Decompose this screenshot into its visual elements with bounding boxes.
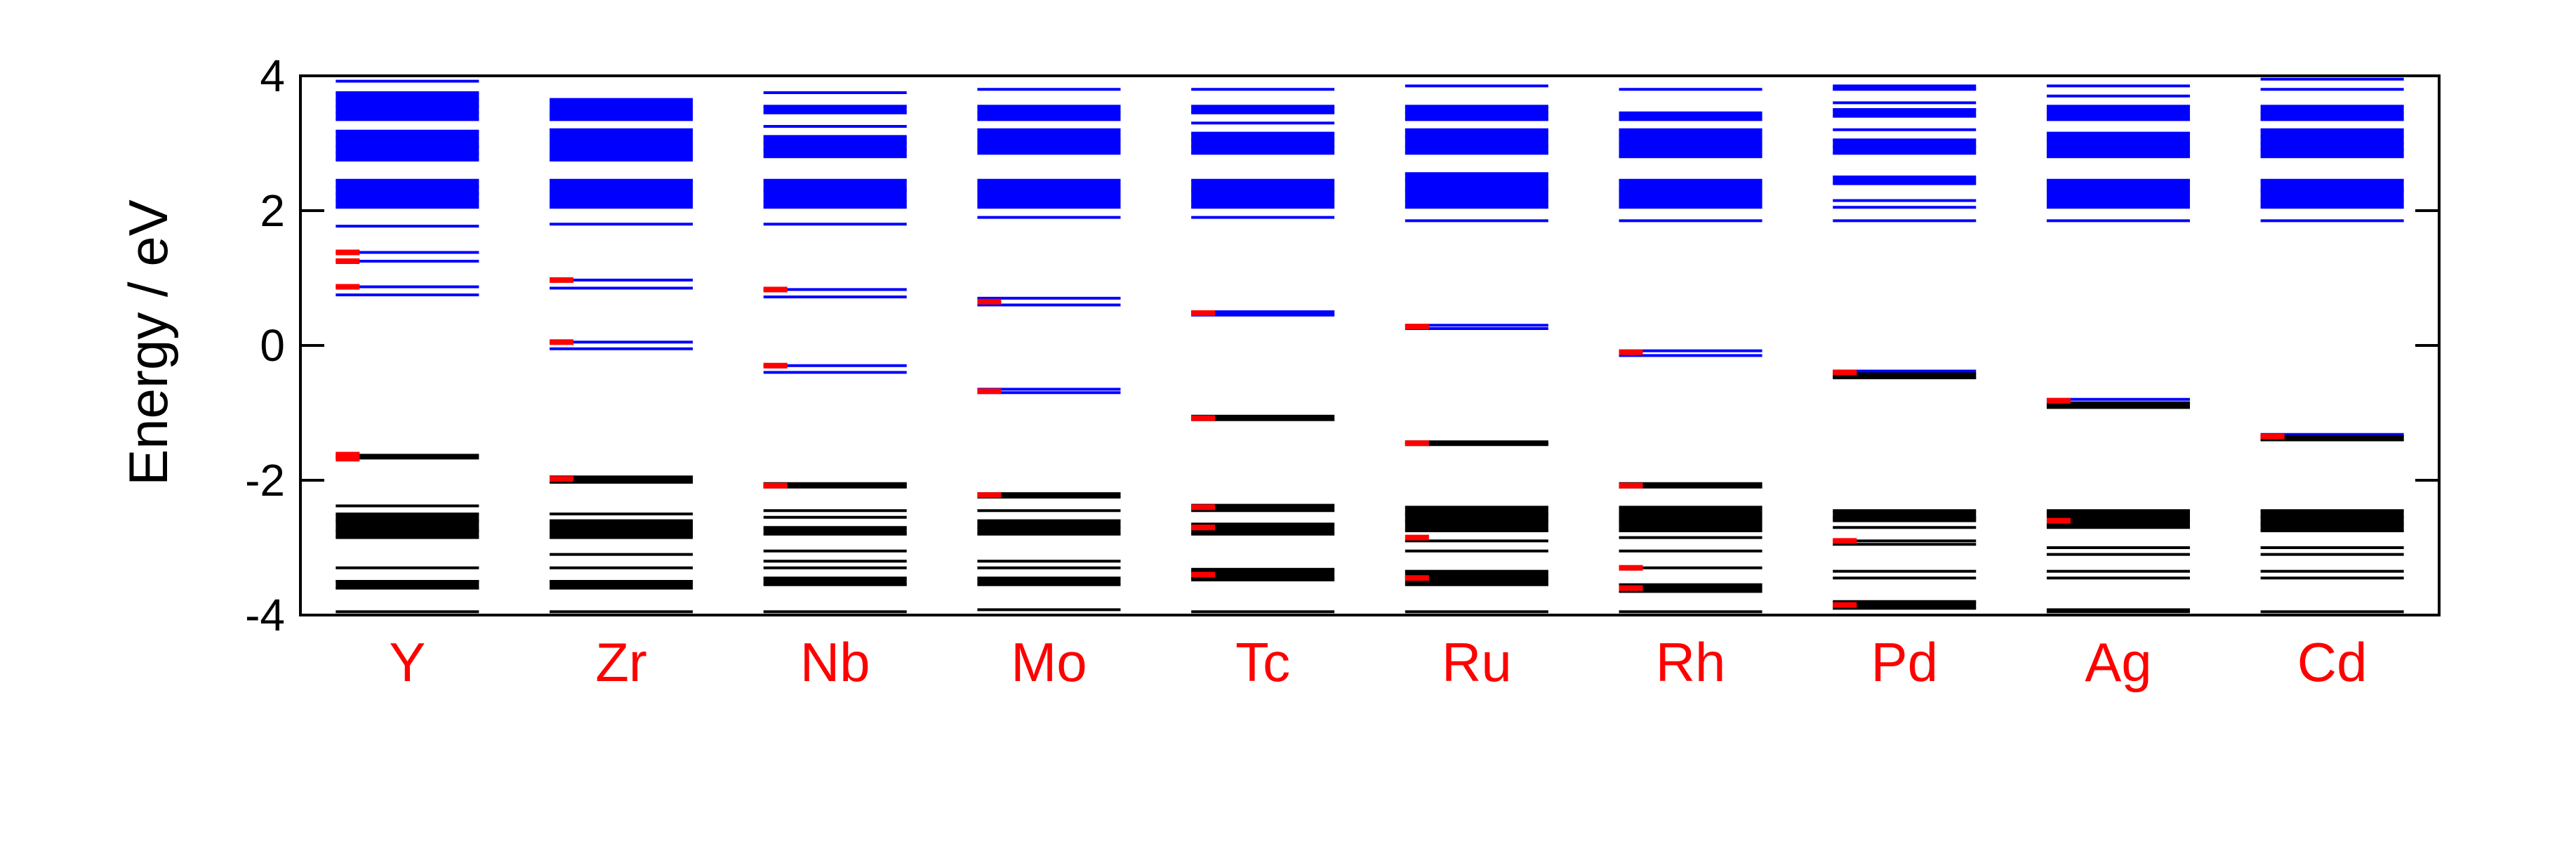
occupied-band <box>1619 507 1762 531</box>
occupied-band <box>763 527 907 534</box>
unoccupied-band <box>2260 180 2404 208</box>
unoccupied-band <box>977 180 1121 208</box>
category-label-rh: Rh <box>1656 631 1726 693</box>
unoccupied-band <box>1619 112 1762 120</box>
occupied-band <box>550 520 693 538</box>
occupied-band <box>1833 601 1977 609</box>
level-group-ag <box>2046 84 2190 614</box>
y-tick-label: 4 <box>260 51 285 101</box>
unoccupied-band <box>763 136 907 157</box>
y-axis-ticks: -4 -2 0 2 4 <box>245 51 2439 640</box>
y-tick-label: 2 <box>260 185 285 236</box>
level-group-ru <box>1405 84 1548 614</box>
level-group-cd <box>2260 77 2404 614</box>
category-label-mo: Mo <box>1011 631 1087 693</box>
level-group-nb <box>763 91 907 614</box>
level-group-pd <box>1833 84 1977 610</box>
unoccupied-band <box>1191 180 1335 208</box>
unoccupied-band <box>1191 133 1335 154</box>
unoccupied-band <box>977 129 1121 154</box>
unoccupied-band <box>2046 180 2190 208</box>
unoccupied-band <box>1191 106 1335 113</box>
level-group-rh <box>1619 88 1762 614</box>
occupied-band <box>763 578 907 585</box>
occupied-band <box>2260 510 2404 531</box>
unoccupied-band <box>2046 133 2190 157</box>
y-tick-label: -4 <box>245 590 285 640</box>
level-group-tc <box>1191 88 1335 614</box>
unoccupied-band <box>550 180 693 208</box>
category-label-nb: Nb <box>800 631 870 693</box>
occupied-band <box>1619 584 1762 592</box>
occupied-band <box>1833 510 1977 521</box>
category-label-tc: Tc <box>1235 631 1290 693</box>
category-label-pd: Pd <box>1871 631 1938 693</box>
unoccupied-band <box>1405 129 1548 154</box>
unoccupied-band <box>1619 180 1762 208</box>
occupied-band <box>1191 524 1335 534</box>
unoccupied-band <box>1833 110 1977 117</box>
occupied-band <box>977 578 1121 585</box>
unoccupied-band <box>1833 177 1977 184</box>
category-label-zr: Zr <box>595 631 647 693</box>
level-group-mo <box>977 88 1121 612</box>
category-label-ru: Ru <box>1442 631 1512 693</box>
unoccupied-band <box>550 129 693 160</box>
level-group-zr <box>550 98 693 614</box>
level-group-y <box>336 79 479 614</box>
unoccupied-band <box>763 106 907 113</box>
unoccupied-band <box>550 99 693 120</box>
category-label-y: Y <box>389 631 425 693</box>
y-tick-label: -2 <box>245 455 285 506</box>
energy-levels <box>336 77 2404 614</box>
occupied-band <box>336 514 479 538</box>
category-label-cd: Cd <box>2297 631 2368 693</box>
category-label-ag: Ag <box>2085 631 2151 693</box>
occupied-band <box>1405 507 1548 531</box>
y-tick-label: 0 <box>260 320 285 371</box>
unoccupied-band <box>763 180 907 208</box>
category-labels: Y Zr Nb Mo Tc Ru Rh Pd Ag Cd <box>389 631 2367 693</box>
y-axis-title: Energy / eV <box>117 199 179 486</box>
